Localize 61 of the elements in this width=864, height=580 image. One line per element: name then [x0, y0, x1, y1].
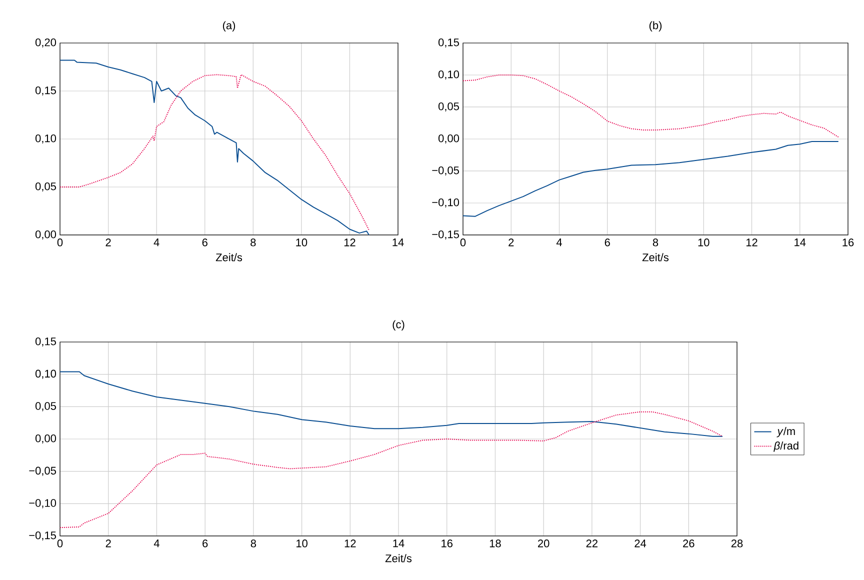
chart-title: (c)	[392, 320, 404, 330]
x-tick-label: 12	[344, 540, 356, 548]
y-tick-label: 0,10	[35, 370, 56, 379]
x-tick-label: 8	[250, 238, 256, 246]
x-tick-label: 0	[57, 238, 63, 246]
x-tick-label: 12	[344, 238, 356, 246]
x-tick-label: 2	[106, 238, 111, 246]
x-tick-label: 16	[842, 238, 854, 246]
x-tick-label: 12	[746, 238, 758, 246]
x-tick-label: 2	[106, 540, 111, 548]
x-tick-label: 10	[296, 540, 308, 548]
x-tick-label: 6	[202, 238, 208, 246]
x-tick-label: 6	[604, 238, 610, 246]
y-tick-label: −0,15	[29, 531, 56, 541]
x-tick-label: 22	[586, 540, 598, 548]
y-tick-label: −0,10	[432, 198, 460, 208]
y-tick-label: −0,10	[29, 499, 56, 508]
x-tick-label: 20	[538, 540, 550, 548]
x-tick-label: 4	[154, 540, 160, 548]
x-tick-label: 14	[794, 238, 806, 246]
chart-title: (b)	[649, 21, 662, 32]
y-tick-label: 0,05	[35, 182, 56, 192]
x-tick-label: 24	[634, 540, 646, 548]
y-tick-label: 0,00	[438, 134, 460, 144]
x-tick-label: 26	[683, 540, 694, 548]
x-axis-title: Zeit/s	[385, 554, 412, 562]
x-tick-label: 4	[154, 238, 160, 246]
x-tick-label: 28	[731, 540, 743, 548]
y-tick-label: −0,15	[432, 230, 459, 240]
line-series	[463, 74, 839, 138]
x-tick-label: 8	[652, 238, 658, 246]
y-tick-label: 0,10	[438, 70, 460, 80]
x-axis-title: Zeit/s	[216, 253, 242, 262]
x-tick-label: 0	[460, 238, 466, 246]
y-tick-label: 0,05	[35, 402, 56, 412]
legend-label: β/rad	[774, 441, 798, 452]
y-tick-label: 0,00	[35, 230, 56, 240]
x-tick-label: 2	[508, 238, 514, 246]
x-tick-label: 16	[442, 540, 452, 548]
x-tick-label: 8	[250, 540, 256, 548]
y-tick-label: 0,15	[35, 86, 56, 96]
x-axis-title: Zeit/s	[642, 253, 669, 262]
y-tick-label: 0,15	[438, 38, 459, 48]
x-tick-label: 14	[393, 540, 404, 548]
x-tick-label: 10	[296, 238, 308, 246]
y-tick-label: 0,20	[35, 38, 56, 48]
legend-label: y/m	[776, 427, 795, 438]
x-tick-label: 14	[392, 238, 404, 246]
y-tick-label: −0,05	[29, 466, 56, 476]
x-tick-label: 10	[698, 238, 710, 246]
chart-title: (a)	[222, 21, 236, 32]
x-tick-label: 18	[490, 540, 501, 548]
x-tick-label: 4	[556, 238, 562, 246]
line-series	[60, 411, 723, 528]
x-tick-label: 0	[57, 540, 63, 548]
y-tick-label: 0,00	[35, 434, 56, 444]
y-tick-label: 0,10	[35, 134, 56, 144]
y-tick-label: −0,05	[432, 166, 459, 176]
y-tick-label: 0,05	[438, 102, 459, 112]
y-tick-label: 0,15	[35, 337, 56, 347]
x-tick-label: 6	[202, 540, 208, 548]
